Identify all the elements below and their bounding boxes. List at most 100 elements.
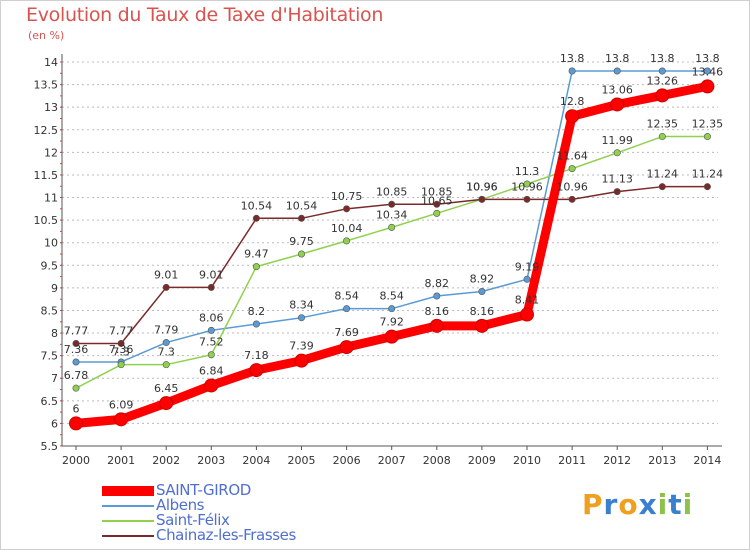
logo-letter: x [638,488,658,521]
data-label: 11.99 [601,134,633,147]
data-point [520,307,534,322]
legend-label: Saint-Félix [156,511,230,529]
data-point [613,149,621,157]
data-label: 7.77 [64,324,89,337]
data-label: 8.54 [334,290,359,303]
data-point [162,339,170,347]
data-label: 11.24 [647,168,679,181]
data-point [72,384,80,392]
line-chart: 5.5 6 6.5 7 7.5 8 8.5 9 9.5 10 10.5 11 11.5 12 12.5 13 1… [34,52,724,467]
data-label: 13.8 [695,52,720,65]
data-label: 9.01 [154,268,179,281]
data-label: 12.35 [692,118,724,131]
data-label: 10.04 [331,222,363,235]
data-point [523,180,531,188]
data-point [703,67,711,75]
y-tick-label: 6 [51,417,58,430]
data-label: 6.78 [64,369,89,382]
x-tick-label: 2001 [107,454,135,467]
x-tick-label: 2013 [648,454,676,467]
data-label: 7.79 [154,324,179,337]
data-point [703,183,711,191]
data-labels: 7.36 7.367.798.06 8.2 8.348.54 8.548.82 8.929… [64,52,723,415]
data-point [610,97,625,112]
y-tick-label: 10 [44,237,58,250]
legend-swatch [102,520,154,522]
data-label: 11.13 [601,173,633,186]
proxiti-logo: Proxiti [582,488,693,521]
logo-letter: i [682,488,694,521]
legend-swatch [102,486,154,496]
data-point [478,195,486,203]
y-tick-label: 7 [51,372,58,385]
y-tick-label: 10.5 [34,214,59,227]
data-point [568,195,576,203]
data-point [700,79,715,94]
data-point [388,305,396,313]
data-label: 8.16 [470,305,495,318]
data-point [384,329,399,344]
data-label: 7.69 [334,326,359,339]
data-label: 8.92 [470,272,495,285]
data-label: 7.77 [109,324,134,337]
data-label: 6.09 [109,398,134,411]
series-group [69,67,715,431]
data-label: 10.34 [376,208,408,221]
data-point [658,183,666,191]
data-label: 9.19 [515,260,540,273]
data-label: 8.82 [425,277,450,290]
data-point [658,67,666,75]
data-point [252,263,260,271]
data-point [207,326,215,334]
data-label: 6.84 [199,364,224,377]
data-point [343,305,351,313]
data-label: 7.3 [112,346,130,359]
data-label: 13.26 [647,74,679,87]
data-label: 13.8 [605,52,630,65]
unit-label: (en %) [28,29,65,42]
data-label: 7.52 [199,336,224,349]
data-label: 8.2 [248,305,266,318]
y-tick-label: 8.5 [41,304,59,317]
data-label: 7.39 [289,340,314,353]
data-label: 8.34 [289,299,314,312]
data-point [343,237,351,245]
data-point [613,67,621,75]
data-label: 12.35 [647,118,679,131]
data-point [207,351,215,359]
data-label: 7.18 [244,349,269,362]
grid [62,61,718,424]
data-point [114,412,129,427]
data-point [72,358,80,366]
data-label: 9.75 [289,235,314,248]
data-point [523,195,531,203]
data-point [655,88,670,103]
data-label: 11.64 [556,150,588,163]
data-point [297,250,305,258]
data-label: 13.06 [601,83,633,96]
data-point [433,209,441,217]
legend-label: Albens [156,496,205,514]
data-point [117,339,125,347]
data-point [252,320,260,328]
x-tick-label: 2014 [693,454,721,467]
data-label: 10.54 [286,199,318,212]
x-tick-label: 2012 [603,454,631,467]
y-tick-label: 11.5 [34,169,59,182]
data-point [159,396,174,411]
legend-swatch [102,535,154,537]
data-point [474,318,489,333]
data-label: 7.3 [157,346,175,359]
data-point [69,416,83,431]
x-tick-label: 2004 [242,454,270,467]
data-label: 10.85 [421,185,453,198]
data-label: 13.8 [650,52,675,65]
x-tick-label: 2007 [378,454,406,467]
y-tick-label: 12 [44,146,58,159]
data-point [204,378,219,393]
data-label: 10.85 [376,185,408,198]
x-tick-label: 2003 [197,454,225,467]
data-point [433,292,441,300]
axes: 5.5 6 6.5 7 7.5 8 8.5 9 9.5 10 10.5 11 11.5 12 12.5 13 1… [34,54,722,467]
x-tick-label: 2002 [152,454,180,467]
